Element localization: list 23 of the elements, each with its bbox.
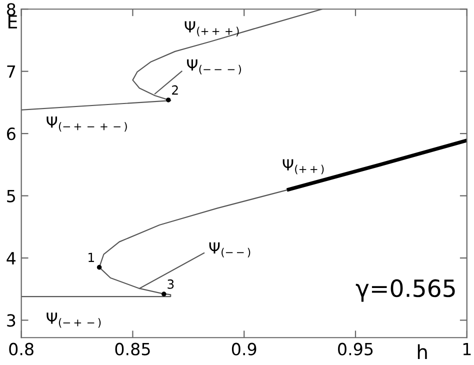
annotation: 2	[172, 85, 178, 95]
annotation: Ψ$_{(−−)}$	[209, 242, 250, 258]
x-tick-label: 0.9	[232, 342, 256, 356]
y-tick-label: 5	[7, 190, 16, 202]
annotation: 1	[88, 252, 94, 262]
y-tick-label: 7	[7, 66, 16, 78]
annotation: Ψ$_{(−−−)}$	[187, 59, 241, 74]
x-tick-label: 0.85	[115, 342, 150, 356]
x-tick-label: 0.95	[338, 342, 373, 356]
x-axis-title: h	[418, 344, 427, 359]
annotation: 3	[168, 279, 174, 289]
y-tick-label: 3	[7, 314, 16, 327]
annotation: Ψ$_{(−+−+−)}$	[46, 116, 127, 132]
annotation: Ψ$_{(+++)}$	[184, 21, 239, 36]
y-tick-label: 6	[7, 128, 16, 140]
annotation: γ=0.565	[356, 279, 455, 302]
y-tick-label: 8	[6, 3, 16, 16]
x-tick-label: 1	[463, 343, 471, 356]
y-tick-label: 4	[6, 252, 16, 264]
annotation: Ψ$_{(−+−)}$	[46, 312, 101, 328]
x-tick-label: 0.8	[9, 342, 34, 356]
y-axis-title: E	[8, 15, 17, 28]
annotation: Ψ$_{(++)}$	[282, 159, 324, 174]
